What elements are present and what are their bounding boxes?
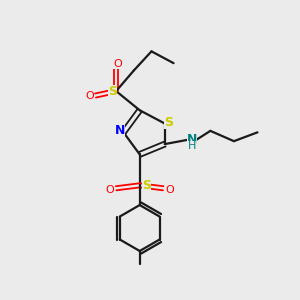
Text: S: S [142,179,151,192]
Text: H: H [188,141,196,151]
Text: O: O [113,59,122,69]
Text: N: N [187,133,197,146]
Text: N: N [115,124,125,137]
Text: S: S [108,85,117,98]
Text: O: O [85,91,94,100]
Text: O: O [105,185,114,195]
Text: S: S [164,116,173,128]
Text: O: O [165,185,174,195]
